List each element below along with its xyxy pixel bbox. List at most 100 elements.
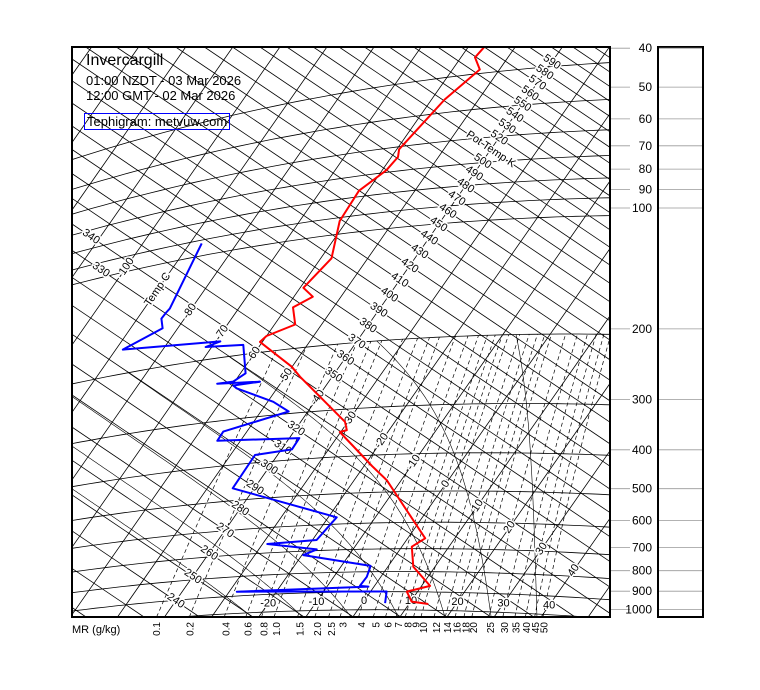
- saturated-adiabat-line: [72, 488, 253, 617]
- isotherm-label: -60: [244, 344, 263, 364]
- isotherm-label: 40: [543, 600, 555, 612]
- isotherm-line: [164, 47, 563, 617]
- isentrope-line: [72, 363, 447, 617]
- pressure-label: 700: [632, 540, 652, 554]
- isotherm-line: [72, 47, 469, 615]
- isentrope-line: [572, 47, 610, 73]
- isotherm-line: [258, 113, 610, 617]
- pressure-label: 300: [632, 393, 652, 407]
- isentrope-line: [286, 47, 610, 266]
- isobar-line: [72, 521, 610, 549]
- isotherm-label: 30: [497, 597, 509, 609]
- isentrope-label: 260: [198, 543, 220, 563]
- isentrope-line: [389, 47, 610, 197]
- mixing-ratio-line: [328, 337, 430, 617]
- isentrope-label: 250: [182, 566, 204, 586]
- mixing-ratio-label: 25: [486, 622, 497, 634]
- pressure-label: 90: [639, 183, 653, 197]
- mixing-ratio-label: 10: [419, 622, 430, 634]
- mixing-ratio-line: [395, 335, 488, 617]
- isotherm-label: 0: [439, 478, 452, 490]
- station-title: Invercargill: [86, 52, 164, 69]
- mixing-ratio-line: [261, 341, 372, 617]
- isentrope-label: 320: [285, 418, 307, 438]
- isentrope-label: 280: [229, 498, 251, 518]
- mixing-ratio-line: [542, 337, 610, 617]
- isentrope-line: [72, 333, 492, 617]
- mixing-ratio-line: [358, 336, 456, 617]
- pressure-label: 80: [639, 162, 653, 176]
- isentrope-line: [72, 102, 610, 467]
- mixing-ratio-axis: MR (g/kg) 0.1 0.2 0.4 0.6 0.8 1.0 1.5 2.0 2.5 3 4 5…: [72, 622, 551, 636]
- mixing-ratio-label: 50: [540, 622, 551, 634]
- isentrope-line: [146, 47, 610, 361]
- mixing-ratio-line: [471, 333, 552, 617]
- pressure-label: 40: [639, 41, 653, 55]
- mixing-ratio-line: [502, 333, 578, 617]
- mixing-ratio-line: [339, 336, 440, 617]
- isentrope-label: 340: [80, 227, 102, 247]
- isentrope-label: 350: [323, 365, 345, 385]
- isobar-line: [72, 197, 610, 271]
- mixing-ratio-line: [420, 334, 510, 617]
- pressure-label: 100: [632, 201, 652, 215]
- isobar-line: [72, 548, 610, 573]
- pressure-label: 50: [639, 80, 653, 94]
- isobar-line: [72, 215, 610, 286]
- isobar-line: [72, 129, 610, 215]
- isentrope-line: [204, 47, 610, 322]
- mixing-ratio-line: [404, 334, 496, 617]
- mixing-ratio-label: 9: [412, 622, 423, 628]
- mixing-ratio-line: [156, 350, 277, 617]
- mixing-ratio-label: 16: [453, 622, 464, 634]
- isentrope-line: [72, 223, 610, 588]
- isotherm-line: [72, 47, 187, 211]
- isentrope-line: [72, 607, 87, 617]
- isentrope-line: [259, 47, 610, 284]
- isotherm-line: [587, 585, 610, 617]
- mixing-ratio-line: [444, 334, 530, 617]
- isentrope-line: [72, 459, 305, 617]
- dewpoint-profile-line: [121, 242, 388, 604]
- isentrope-label: 400: [378, 285, 400, 305]
- isentrope-line: [116, 47, 610, 381]
- isentrope-label: 420: [399, 256, 421, 276]
- pressure-axis: 40 50 60 70 80 90 100 200 300 400 500 600 700 800 900 1…: [611, 41, 702, 617]
- isentrope-line: [529, 47, 610, 102]
- saturated-adiabat-line: [72, 445, 303, 617]
- pressure-label: 60: [639, 112, 653, 126]
- isotherm-label: 20: [451, 596, 463, 608]
- isentrope-line: [175, 47, 610, 341]
- isotherm-line: [446, 383, 610, 617]
- isobar-line: [72, 403, 610, 444]
- saturated-adiabat-line: [376, 340, 492, 617]
- isotherm-label: 0: [361, 595, 367, 607]
- mixing-ratio-line: [514, 334, 588, 617]
- isentrope-line: [506, 47, 610, 117]
- isentrope-line: [85, 47, 610, 402]
- mixing-ratio-line: [188, 346, 307, 617]
- isotherm-label: -40: [308, 388, 327, 408]
- mixing-ratio-label: 3: [338, 622, 349, 628]
- pressure-label: 800: [632, 564, 652, 578]
- wind-panel: [657, 46, 704, 618]
- sounding-profiles: [121, 47, 485, 605]
- isotherm-label: -80: [180, 301, 199, 321]
- mixing-ratio-line: [433, 334, 521, 617]
- isobar-line: [72, 591, 610, 612]
- saturated-adiabat-line: [515, 334, 538, 617]
- isentrope-label: 390: [368, 300, 390, 320]
- isotherm-line: [540, 518, 610, 617]
- isotherm-line: [305, 180, 610, 617]
- isentrope-line: [72, 568, 145, 617]
- isobar-line: [72, 155, 610, 236]
- isentrope-line: [313, 47, 610, 248]
- mixing-ratio-label: 35: [512, 622, 523, 634]
- isentrope-label: 240: [165, 591, 187, 611]
- saturated-adiabat-line: [72, 396, 352, 617]
- isotherm-label: -20: [372, 431, 391, 451]
- isentrope-line: [551, 47, 610, 87]
- mixing-ratio-label: 12: [432, 622, 443, 634]
- isobar-line: [72, 571, 610, 594]
- mixing-ratio-line: [463, 333, 546, 617]
